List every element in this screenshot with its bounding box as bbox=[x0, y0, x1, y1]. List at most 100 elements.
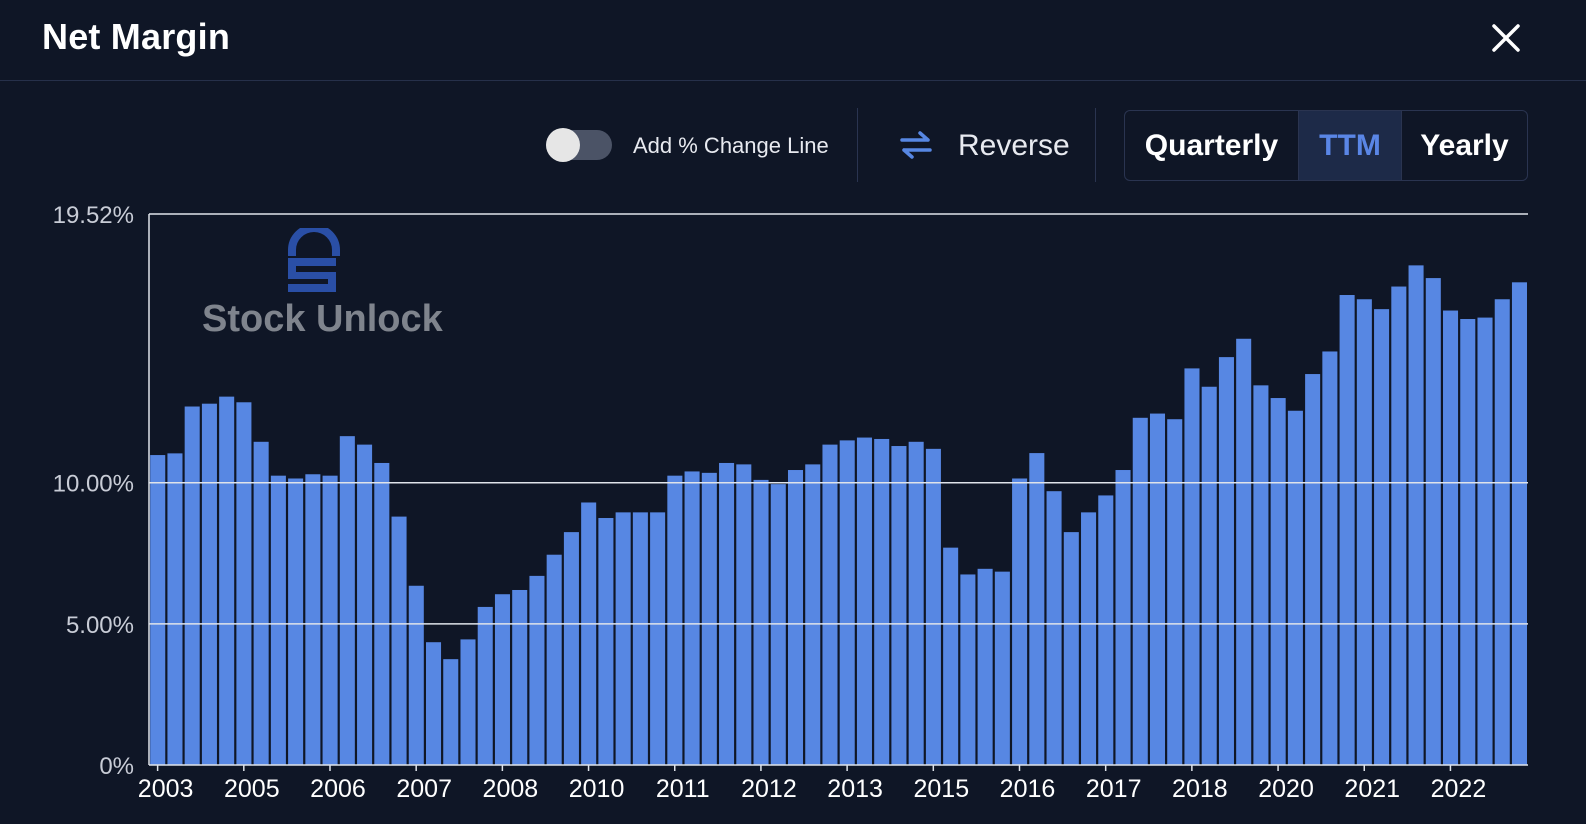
chart-bar bbox=[201, 403, 217, 765]
x-tick-label: 2008 bbox=[483, 775, 539, 803]
change-line-toggle[interactable] bbox=[546, 128, 612, 162]
chart-bar bbox=[1218, 357, 1234, 765]
chart-bar bbox=[477, 606, 493, 765]
chart-bar bbox=[753, 479, 769, 765]
chart-bar bbox=[494, 594, 510, 765]
chart-bar bbox=[443, 659, 459, 765]
reverse-button[interactable]: Reverse bbox=[890, 116, 1080, 174]
watermark: Stock Unlock bbox=[200, 228, 443, 343]
chart-bar bbox=[1270, 398, 1286, 765]
chart-bar bbox=[1322, 351, 1338, 765]
chart-bar bbox=[822, 444, 838, 765]
chart-bar bbox=[322, 475, 338, 765]
swap-arrows-icon bbox=[900, 131, 932, 159]
x-tick-label: 2012 bbox=[741, 775, 797, 803]
chart-bar bbox=[650, 512, 666, 765]
chart-bar bbox=[1063, 532, 1079, 765]
chart-bar bbox=[563, 532, 579, 765]
chart-bar bbox=[1356, 299, 1372, 765]
chart-bar bbox=[408, 585, 424, 765]
y-tick-label: 0% bbox=[99, 753, 134, 780]
close-icon bbox=[1492, 24, 1520, 52]
chart-bar bbox=[1167, 419, 1183, 765]
y-tick-label: 10.00% bbox=[53, 471, 134, 498]
x-tick-label: 2007 bbox=[396, 775, 452, 803]
chart-bar bbox=[856, 437, 872, 765]
chart-bar bbox=[1029, 453, 1045, 765]
x-tick-label: 2005 bbox=[224, 775, 280, 803]
change-line-label: Add % Change Line bbox=[633, 133, 829, 158]
period-yearly-button[interactable]: Yearly bbox=[1420, 128, 1509, 162]
x-tick-label: 2010 bbox=[569, 775, 625, 803]
x-tick-label: 2021 bbox=[1344, 775, 1400, 803]
x-tick-label: 2017 bbox=[1086, 775, 1142, 803]
x-tick-label: 2015 bbox=[913, 775, 969, 803]
x-tick-label: 2003 bbox=[138, 775, 194, 803]
chart-bar bbox=[719, 462, 735, 765]
chart-bar bbox=[1115, 470, 1131, 765]
chart-bar bbox=[339, 436, 355, 765]
chart-bar bbox=[1374, 309, 1390, 765]
period-quarterly-button[interactable]: Quarterly bbox=[1144, 128, 1279, 162]
chart-bar bbox=[1391, 286, 1407, 765]
chart-bar bbox=[839, 440, 855, 765]
chart-bar bbox=[977, 568, 993, 765]
chart-bar bbox=[581, 502, 597, 765]
x-tick-label: 2013 bbox=[827, 775, 883, 803]
chart-bar bbox=[891, 446, 907, 765]
y-tick-label: 19.52% bbox=[53, 202, 134, 229]
chart-bar bbox=[598, 518, 614, 765]
chart-bar bbox=[908, 441, 924, 765]
chart-bar bbox=[1201, 386, 1217, 765]
x-tick-label: 2022 bbox=[1431, 775, 1487, 803]
chart-bar bbox=[632, 512, 648, 765]
period-selector: Quarterly TTM Yearly bbox=[1124, 110, 1528, 181]
chart-bar bbox=[305, 474, 321, 765]
chart-bar bbox=[736, 464, 752, 765]
reverse-label: Reverse bbox=[958, 129, 1070, 162]
chart-bar bbox=[667, 475, 683, 765]
chart-bar bbox=[1253, 385, 1269, 765]
x-tick-label: 2011 bbox=[656, 775, 710, 803]
chart-bar bbox=[805, 464, 821, 765]
chart-bar bbox=[615, 512, 631, 765]
net-margin-bar-chart: 0% 5.00% 10.00% 19.52% 2003 2005 2006 2007 2008 2… bbox=[53, 202, 1528, 803]
chart-bar bbox=[1098, 495, 1114, 765]
chart-bar bbox=[1477, 317, 1493, 765]
chart-bar bbox=[1046, 491, 1062, 765]
chart-bar bbox=[253, 441, 269, 765]
chart-bar bbox=[1081, 512, 1097, 765]
chart-bar bbox=[150, 455, 166, 765]
x-tick-label: 2018 bbox=[1172, 775, 1228, 803]
chart-bar bbox=[1012, 478, 1028, 765]
watermark-text: Stock Unlock bbox=[202, 298, 443, 340]
chart-bar bbox=[546, 554, 562, 765]
chart-bar bbox=[529, 575, 545, 765]
chart-bar bbox=[994, 571, 1010, 765]
close-button[interactable] bbox=[1488, 20, 1524, 56]
chart-bar bbox=[1511, 282, 1527, 765]
chart-bar bbox=[787, 470, 804, 765]
chart-bar bbox=[288, 478, 304, 765]
chart-bar bbox=[701, 472, 717, 765]
chart-bar bbox=[236, 402, 252, 765]
chart-bar bbox=[270, 475, 286, 765]
chart-bar bbox=[184, 406, 200, 765]
chart-bar bbox=[1460, 319, 1476, 765]
chart-bar bbox=[874, 438, 890, 765]
chart-bar bbox=[460, 639, 476, 765]
chart-bar bbox=[943, 547, 959, 765]
toolbar-divider bbox=[857, 108, 858, 182]
chart-bar bbox=[167, 453, 183, 765]
chart-bar bbox=[960, 574, 976, 765]
period-ttm-button[interactable]: TTM bbox=[1298, 111, 1402, 180]
chart-bar bbox=[1305, 374, 1321, 765]
toolbar-divider bbox=[1095, 108, 1096, 182]
chart-bar bbox=[357, 444, 373, 765]
y-tick-label: 5.00% bbox=[66, 612, 134, 639]
chart-bar bbox=[512, 589, 528, 765]
chart-bar bbox=[374, 462, 390, 765]
chart-bar bbox=[1425, 278, 1441, 765]
chart-bar bbox=[1149, 413, 1166, 765]
chart-bar bbox=[1443, 310, 1459, 765]
